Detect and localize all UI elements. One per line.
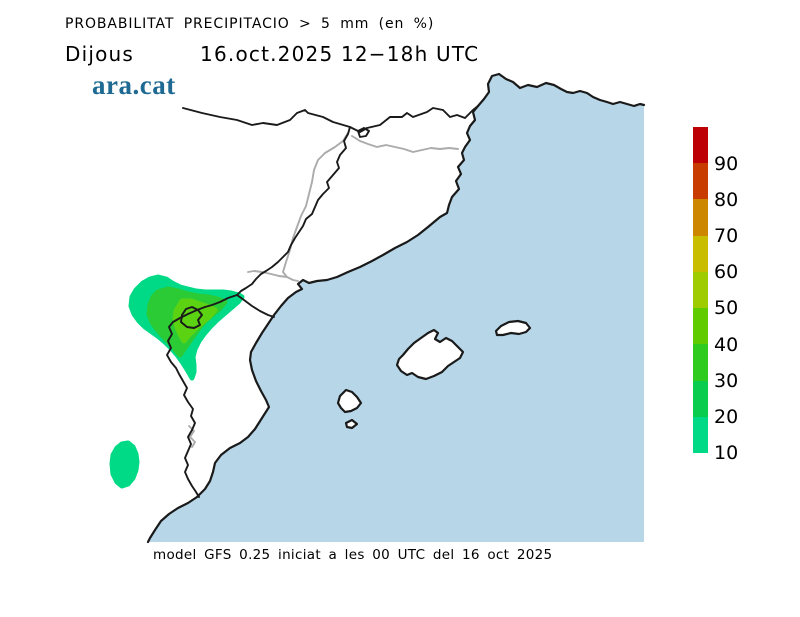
llivia-enclave-border — [357, 127, 370, 138]
ibiza-island — [336, 388, 363, 414]
chart-title: PROBABILITAT PRECIPITACIO > 5 mm (en %) — [65, 16, 435, 32]
rincon-ademuz-enclave-border — [180, 306, 203, 329]
colorbar-tick-50: 50 — [714, 297, 738, 319]
validity-line: Dijous 16.oct.2025 12−18h UTC — [65, 42, 479, 66]
colorbar-tick-90: 90 — [714, 153, 738, 175]
colorbar-segment-50-60 — [693, 272, 708, 308]
day-label: Dijous — [65, 42, 135, 66]
menorca-island — [494, 319, 532, 337]
coastline — [146, 72, 646, 544]
colorbar-tick-60: 60 — [714, 261, 738, 283]
colorbar-segment-90-100 — [693, 127, 708, 163]
formentera-island — [344, 418, 359, 430]
mallorca-island — [395, 328, 465, 381]
colorbar-segment-30-40 — [693, 344, 708, 381]
colorbar-segment-20-30 — [693, 381, 708, 417]
colorbar-segment-80-90 — [693, 163, 708, 199]
aragon-catalonia-border — [236, 126, 351, 296]
colorbar-tick-70: 70 — [714, 225, 738, 247]
colorbar-segment-10-20 — [693, 417, 708, 453]
colorbar-tick-80: 80 — [714, 189, 738, 211]
colorbar-segment-40-50 — [693, 308, 708, 344]
ara-cat-logo: ara.cat — [92, 70, 176, 100]
mediterranean-sea — [148, 74, 644, 542]
colorbar-tick-30: 30 — [714, 370, 738, 392]
colorbar-segment-60-70 — [693, 236, 708, 272]
precip-area-small-10pct — [109, 440, 140, 489]
aragon-valencia-border — [166, 294, 238, 498]
pyrenees-border — [182, 105, 479, 133]
colorbar-tick-20: 20 — [714, 406, 738, 428]
colorbar-segment-70-80 — [693, 199, 708, 236]
model-run-caption: model GFS 0.25 iniciat a les 00 UTC del … — [153, 547, 553, 563]
colorbar: 90 80 70 60 50 40 30 20 10 — [693, 127, 738, 464]
province-borders — [188, 132, 459, 448]
colorbar-tick-10: 10 — [714, 442, 738, 464]
catalonia-valencia-border — [236, 294, 275, 318]
colorbar-tick-40: 40 — [714, 334, 738, 356]
validity-label: 16.oct.2025 12−18h UTC — [200, 42, 480, 66]
